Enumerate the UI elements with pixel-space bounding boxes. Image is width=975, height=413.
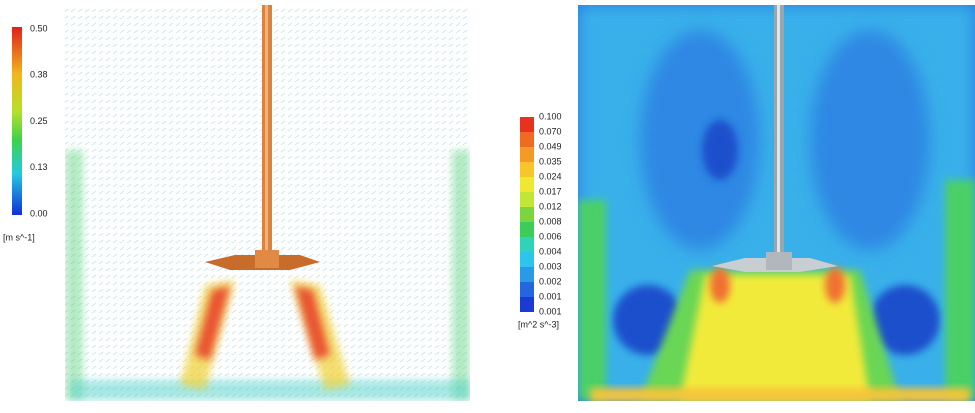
colorbar-labels: 0.50 0.38 0.25 0.13 0.00 [30,23,48,218]
colorbar-label: 0.004 [539,246,562,256]
colorbar-band [520,237,534,252]
colorbar-band [520,132,534,147]
colorbar-label: 0.024 [539,171,562,181]
colorbar-band [520,177,534,192]
colorbar-band [520,282,534,297]
colorbar-label: 0.001 [539,291,562,301]
colorbar-label: 0.003 [539,261,562,271]
colorbar-band [520,207,534,222]
colorbar-label: 0.006 [539,231,562,241]
colorbar-label: 0.017 [539,186,562,196]
colorbar-label: 0.13 [30,162,48,172]
colorbar-label: 0.070 [539,126,562,136]
colorbar-band [520,147,534,162]
colorbar-band [520,252,534,267]
colorbar-band [520,297,534,312]
colorbar-band [520,117,534,132]
colorbar-label: 0.25 [30,116,48,126]
colorbar-band [520,192,534,207]
colorbar-band [520,267,534,282]
vector-plot [65,5,470,401]
colorbar-label: 0.008 [539,216,562,226]
colorbar-label: 0.00 [30,208,48,218]
colorbar-label: 0.100 [539,111,562,121]
colorbar-label: 0.002 [539,276,562,286]
colorbar-label: 0.012 [539,201,562,211]
colorbar-unit: [m s^-1] [3,232,35,242]
colorbar [520,117,534,312]
colorbar-label: 0.001 [539,306,562,316]
colorbar-label: 0.035 [539,156,562,166]
colorbar-unit: [m^2 s^-3] [518,319,559,329]
colorbar-band [520,222,534,237]
colorbar-label: 0.50 [30,23,48,33]
contour-plot [578,5,975,401]
colorbar-label: 0.38 [30,70,48,80]
colorbar-label: 0.049 [539,141,562,151]
colorbar-band [520,162,534,177]
colorbar-labels: 0.100 0.070 0.049 0.035 0.024 0.017 0.012 0.008… [539,111,562,316]
colorbar [12,27,22,215]
